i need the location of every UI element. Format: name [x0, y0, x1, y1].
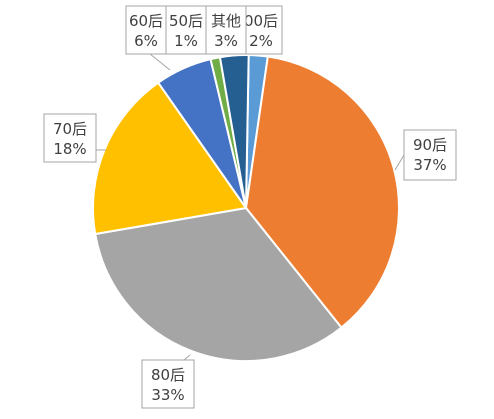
data-label-category-3: 70后 — [53, 120, 87, 138]
data-label-percent-3: 18% — [53, 140, 86, 158]
leader-line-2 — [183, 354, 191, 361]
leader-line-1 — [394, 154, 405, 171]
data-label-category-6: 其他 — [211, 12, 241, 30]
data-label-percent-5: 1% — [174, 32, 198, 50]
data-label-percent-1: 37% — [413, 156, 446, 174]
slices-layer — [92, 54, 400, 362]
data-label-box-4 — [125, 5, 167, 55]
data-label-box-6 — [205, 5, 247, 55]
data-label-percent-4: 6% — [134, 32, 158, 50]
data-label-category-5: 50后 — [169, 12, 203, 30]
data-label-category-1: 90后 — [413, 136, 447, 154]
pie-slice-3 — [92, 81, 248, 236]
pie-slice-1 — [244, 55, 400, 329]
data-label-percent-2: 33% — [151, 386, 184, 404]
data-label-box-0 — [239, 5, 283, 55]
pie-slice-6 — [218, 54, 250, 209]
data-label-6: 其他 3% — [205, 5, 247, 55]
data-label-box-1 — [403, 129, 457, 181]
data-label-box-5 — [165, 5, 207, 55]
data-label-box-2 — [141, 359, 195, 409]
pie-slice-2 — [94, 206, 343, 362]
data-label-percent-6: 3% — [214, 32, 238, 50]
data-label-category-2: 80后 — [151, 366, 185, 384]
data-label-box-3 — [43, 113, 97, 163]
data-label-percent-0: 2% — [249, 32, 273, 50]
leader-line-4 — [149, 53, 171, 71]
data-label-category-0: 00后 — [244, 12, 278, 30]
data-label-category-4: 60后 — [129, 12, 163, 30]
